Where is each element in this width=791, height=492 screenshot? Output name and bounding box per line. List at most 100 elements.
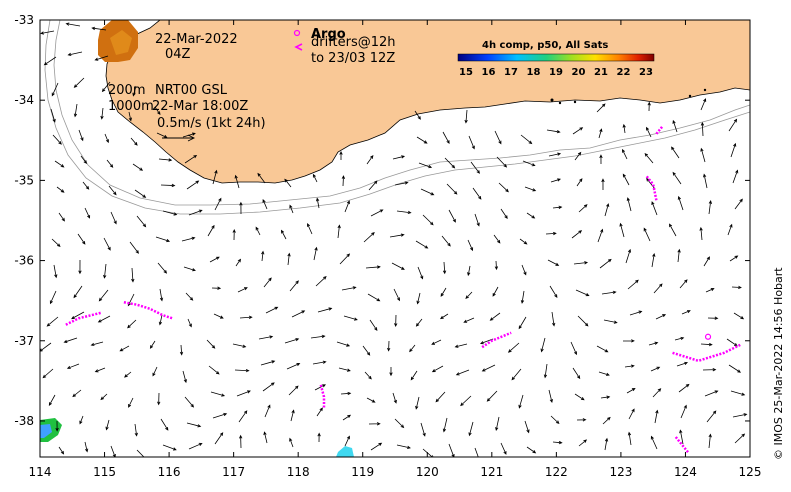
drifter-track [65, 311, 102, 326]
current-arrow [465, 291, 473, 300]
current-arrow [731, 285, 742, 290]
current-arrow [132, 85, 137, 97]
current-arrow [596, 103, 606, 113]
current-arrow [255, 226, 261, 236]
current-arrow [124, 371, 132, 378]
current-arrow [454, 343, 468, 348]
current-arrow [232, 343, 247, 348]
depth-200-label: 200m [108, 83, 145, 98]
current-arrow [43, 56, 57, 66]
current-arrow [672, 171, 682, 185]
colorbar-tick-label: 23 [639, 67, 653, 78]
current-arrow [154, 106, 161, 116]
current-arrow [264, 404, 271, 418]
current-arrow [442, 261, 447, 275]
drifter-tracks [65, 125, 741, 454]
current-arrow [551, 311, 556, 327]
current-arrow [158, 158, 173, 162]
current-arrow [463, 317, 475, 323]
current-arrow [464, 109, 468, 124]
current-arrow [669, 223, 677, 237]
current-arrow [728, 118, 738, 132]
current-arrow [367, 293, 381, 302]
current-arrow [672, 119, 678, 133]
current-arrow [481, 364, 496, 372]
current-arrow [77, 233, 86, 245]
current-arrow [317, 307, 333, 313]
current-arrow [493, 234, 501, 244]
current-arrow [629, 310, 643, 316]
current-arrow [261, 250, 265, 262]
current-arrow [732, 413, 748, 418]
x-tick-label: 122 [545, 465, 568, 479]
current-arrow [599, 154, 603, 165]
colorbar-tick-label: 19 [549, 67, 563, 78]
island-dot [703, 88, 707, 92]
current-arrow [128, 111, 132, 122]
current-arrow [239, 201, 243, 215]
current-arrow [55, 420, 59, 432]
current-arrow [679, 279, 688, 289]
current-arrow [94, 55, 109, 61]
current-arrow [546, 129, 561, 134]
current-arrow [734, 198, 743, 210]
current-arrow [545, 231, 557, 236]
current-arrow [498, 182, 509, 193]
current-arrow [54, 160, 65, 168]
current-arrow [652, 388, 662, 398]
current-arrow [237, 287, 248, 293]
current-arrow [158, 314, 163, 326]
current-arrow [58, 212, 65, 222]
current-arrow [179, 344, 184, 356]
current-arrow [66, 363, 80, 369]
current-arrow [415, 240, 429, 249]
current-arrow [392, 392, 397, 404]
current-arrow [389, 366, 393, 377]
current-arrow [418, 162, 433, 169]
drifters-label-1: drifters@12h [311, 35, 396, 50]
current-arrow [492, 286, 499, 297]
current-arrow [624, 364, 635, 368]
x-tick-label: 121 [480, 465, 503, 479]
current-arrow [101, 81, 111, 93]
current-arrow [236, 390, 251, 397]
current-arrow [486, 390, 498, 402]
current-arrow [706, 410, 717, 423]
current-arrow [643, 227, 651, 242]
current-arrow [129, 241, 139, 254]
current-arrow [511, 368, 522, 381]
current-arrow [78, 129, 84, 142]
current-arrow [362, 345, 371, 356]
current-arrow [604, 203, 610, 217]
current-arrow [468, 421, 474, 437]
current-arrow [573, 261, 589, 265]
current-arrow [678, 383, 690, 393]
current-arrow [84, 441, 89, 453]
current-arrow [518, 316, 527, 330]
drifter-track [645, 175, 658, 201]
current-arrow [732, 169, 739, 184]
current-arrow [441, 235, 451, 247]
current-arrow [162, 444, 177, 451]
current-arrow [313, 246, 318, 261]
current-arrow [702, 368, 717, 372]
current-arrow [494, 130, 502, 145]
current-arrow [105, 419, 110, 431]
colorbar-ticks: 15 16 17 18 19 20 21 22 23 [459, 67, 653, 78]
current-arrow [82, 181, 90, 190]
current-arrow [676, 361, 689, 367]
current-arrow [389, 233, 405, 238]
current-arrow [431, 365, 444, 373]
current-arrow [340, 391, 352, 396]
current-arrow [627, 279, 639, 290]
current-arrow [239, 434, 243, 449]
current-arrow [496, 156, 508, 168]
current-arrow [136, 215, 147, 228]
current-arrow [94, 367, 106, 373]
current-arrow [474, 213, 480, 227]
current-arrow [396, 444, 411, 449]
current-arrow [284, 178, 292, 188]
current-arrow [700, 121, 705, 137]
current-arrow [646, 177, 656, 190]
